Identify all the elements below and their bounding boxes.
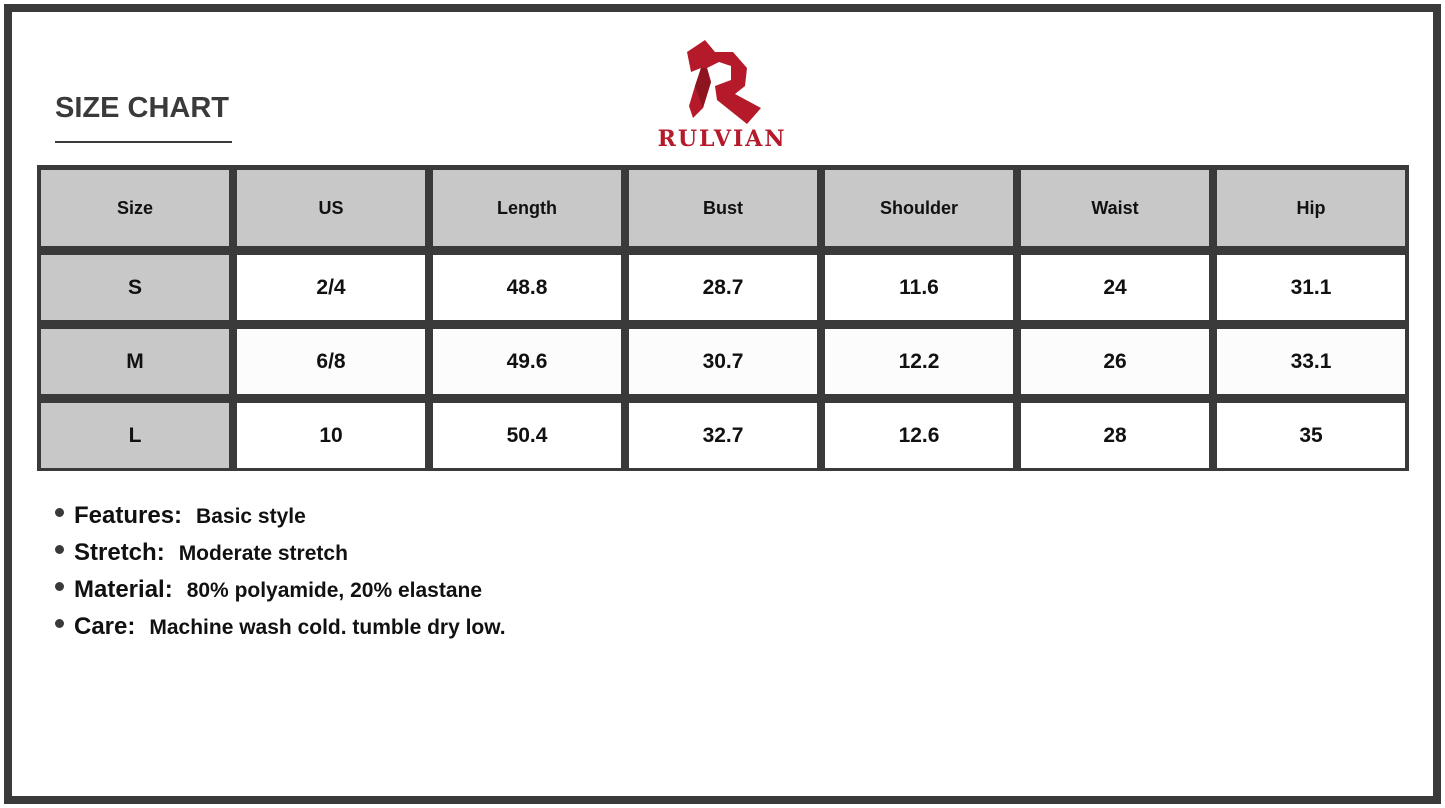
feature-label: Features: [74, 502, 183, 529]
table-cell: 50.4 [433, 403, 621, 468]
table-cell: 12.2 [825, 329, 1013, 394]
table-cell: 35 [1217, 403, 1405, 468]
table-cell: 11.6 [825, 255, 1013, 320]
feature-label: Care: [74, 613, 136, 640]
feature-label: Stretch: [74, 539, 165, 566]
feature-value: Moderate stretch [178, 542, 348, 565]
header-waist: Waist [1021, 170, 1209, 246]
brand-logo-mark [687, 40, 761, 124]
feature-item: Features: Basic style [55, 502, 506, 539]
feature-value: 80% polyamide, 20% elastane [186, 579, 483, 602]
table-cell-size: M [41, 329, 229, 394]
feature-value: Basic style [196, 505, 306, 528]
table-cell: 26 [1021, 329, 1209, 394]
feature-list: Features: Basic style Stretch: Moderate … [55, 502, 506, 650]
table-cell: 28 [1021, 403, 1209, 468]
page-title: SIZE CHART [55, 92, 229, 124]
table-cell: 48.8 [433, 255, 621, 320]
bullet-icon [55, 619, 64, 628]
header-size: Size [41, 170, 229, 246]
table-cell: 24 [1021, 255, 1209, 320]
table-cell: 49.6 [433, 329, 621, 394]
header-hip: Hip [1217, 170, 1405, 246]
bullet-icon [55, 582, 64, 591]
title-underline [55, 141, 232, 143]
feature-label: Material: [74, 576, 173, 603]
table-cell: 32.7 [629, 403, 817, 468]
table-cell: 30.7 [629, 329, 817, 394]
feature-value: Machine wash cold. tumble dry low. [149, 616, 506, 639]
table-cell: 31.1 [1217, 255, 1405, 320]
table-cell: 2/4 [237, 255, 425, 320]
table-cell: 6/8 [237, 329, 425, 394]
table-cell: 28.7 [629, 255, 817, 320]
table-cell: 12.6 [825, 403, 1013, 468]
header-bust: Bust [629, 170, 817, 246]
table-cell-size: L [41, 403, 229, 468]
feature-item: Care: Machine wash cold. tumble dry low. [55, 613, 506, 650]
feature-item: Stretch: Moderate stretch [55, 539, 506, 576]
bullet-icon [55, 545, 64, 554]
table-cell-size: S [41, 255, 229, 320]
header-us: US [237, 170, 425, 246]
brand-name: RULVIAN [657, 126, 787, 152]
bullet-icon [55, 508, 64, 517]
table-cell: 33.1 [1217, 329, 1405, 394]
feature-item: Material: 80% polyamide, 20% elastane [55, 576, 506, 613]
header-length: Length [433, 170, 621, 246]
header-shoulder: Shoulder [825, 170, 1013, 246]
table-cell: 10 [237, 403, 425, 468]
brand-logo: RULVIAN [645, 38, 805, 153]
size-chart-table: Size US Length Bust Shoulder Waist Hip S… [37, 165, 1409, 471]
